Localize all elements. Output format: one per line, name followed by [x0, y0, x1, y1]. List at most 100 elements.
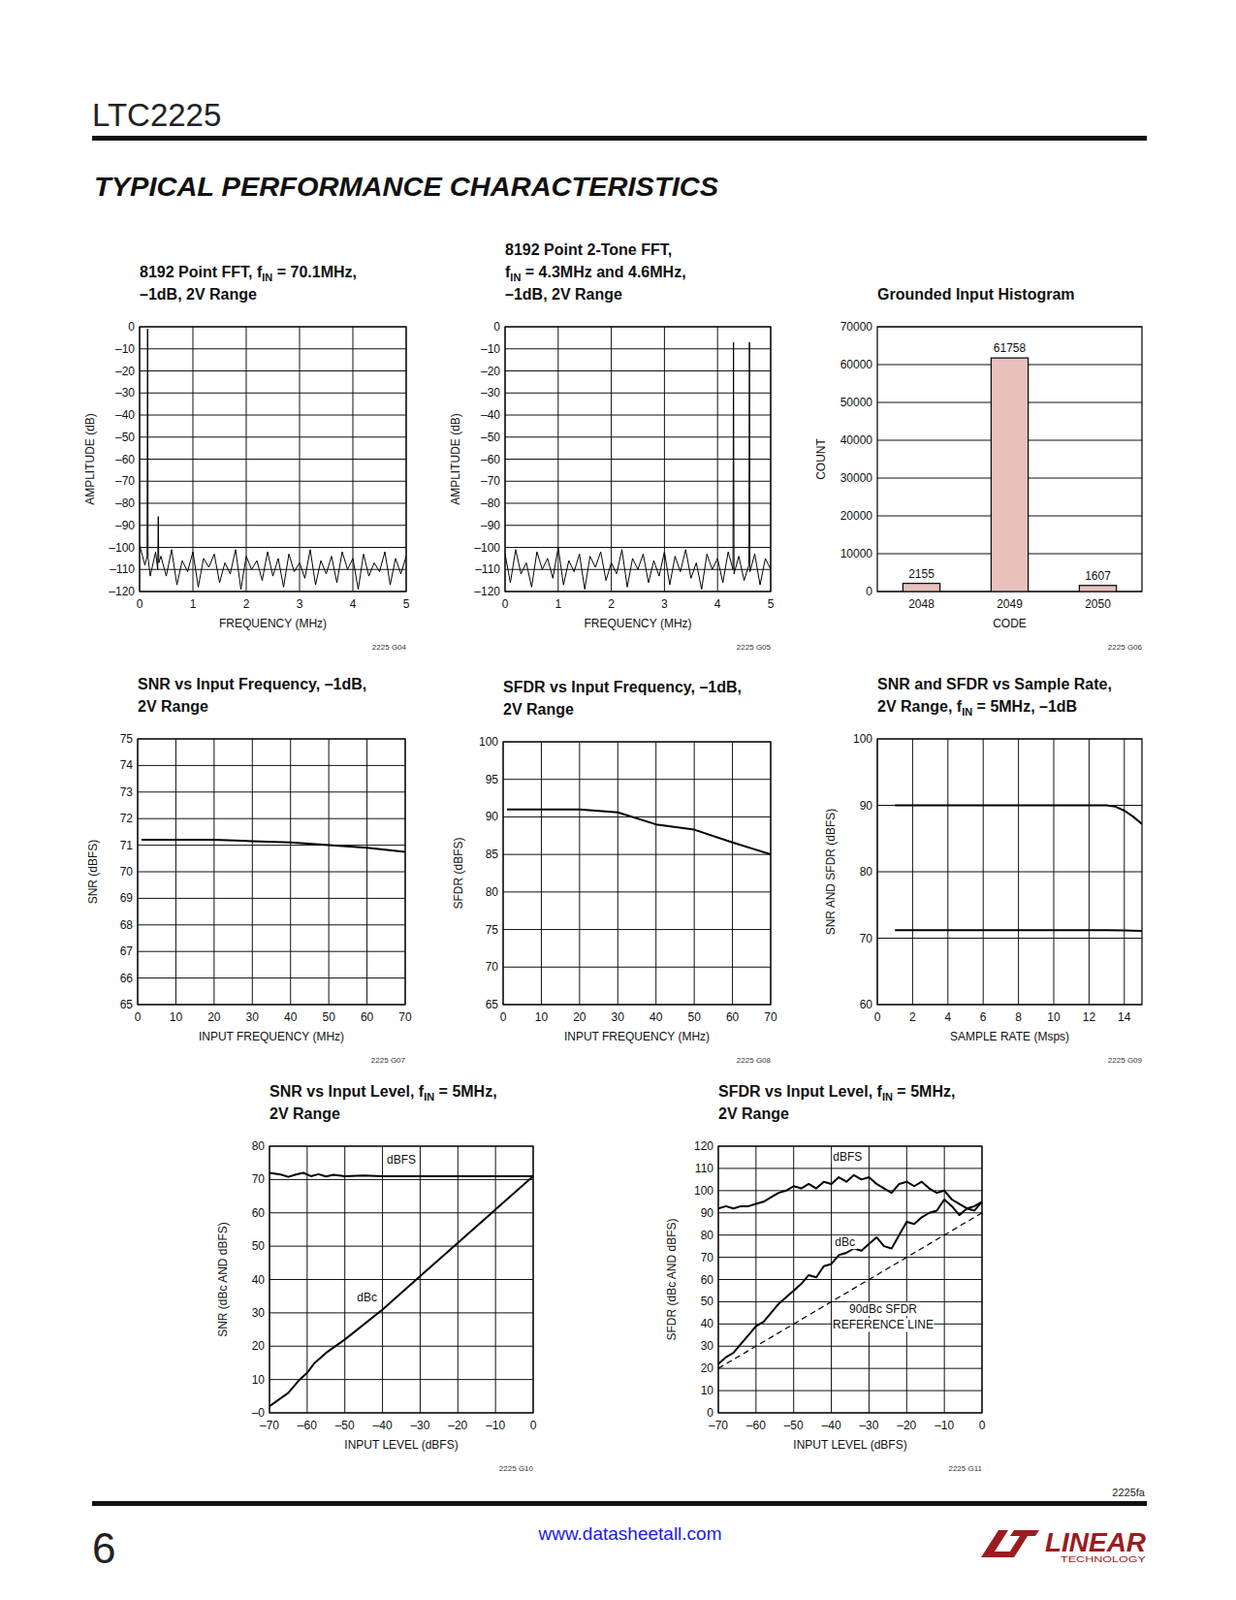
- x-axis-label: FREQUENCY (MHz): [219, 616, 327, 631]
- tick-label: –0: [252, 1405, 266, 1420]
- chart-title: 2V Range, fIN = 5MHz, –1dB: [877, 697, 1078, 718]
- grid-line: [505, 524, 771, 526]
- data-group: [894, 805, 1142, 931]
- y-axis-label: SNR AND SFDR (dBFS): [824, 808, 838, 936]
- annotation: dBc: [834, 1235, 856, 1249]
- grid-line: [505, 348, 771, 349]
- title-part: = 5MHz,: [892, 1082, 955, 1100]
- tick-label: 75: [485, 922, 500, 937]
- tick-label: 40: [700, 1316, 715, 1331]
- grid-line: [505, 480, 771, 482]
- tick-label: 60: [859, 997, 874, 1012]
- grid-line: [718, 1278, 983, 1280]
- tick-label: –20: [480, 364, 501, 379]
- grid-line: [718, 1211, 983, 1213]
- tick-label: –90: [480, 518, 501, 533]
- tick-label: 2: [243, 597, 251, 611]
- tick-label: 20000: [840, 508, 874, 523]
- grid-line: [718, 1345, 983, 1347]
- tick-label: 50: [321, 1010, 336, 1024]
- grid-line: [503, 816, 771, 818]
- tick-label: 0: [136, 597, 144, 611]
- footer-rule: [92, 1500, 1147, 1506]
- tick-label: 40: [649, 1010, 664, 1024]
- data-label: 61758: [993, 341, 1027, 355]
- tick-label: –40: [115, 408, 135, 422]
- tick-label: 71: [120, 838, 134, 853]
- series-line: [141, 839, 406, 852]
- tick-label: –50: [784, 1418, 804, 1432]
- chart-title: 2V Range: [718, 1105, 790, 1122]
- grid-line: [505, 392, 771, 394]
- plot-frame: [718, 1145, 983, 1413]
- chart-title: 2V Range: [137, 697, 209, 715]
- tick-label: 65: [120, 997, 134, 1012]
- tick-label: 30: [611, 1010, 626, 1024]
- annotation: dBc: [356, 1290, 378, 1304]
- series-line: [718, 1212, 983, 1368]
- grid-line: [419, 1145, 421, 1413]
- data-group: [269, 1172, 534, 1407]
- plot-frame: [137, 738, 406, 1005]
- tick-label: 50: [700, 1294, 715, 1308]
- title-part: –1dB, 2V Range: [505, 285, 623, 303]
- tick-label: 20: [252, 1338, 266, 1353]
- tick-label: –40: [480, 408, 501, 422]
- title-part: = 5MHz,: [434, 1082, 497, 1100]
- tick-label: 2048: [908, 597, 935, 611]
- tick-label: 70000: [840, 319, 874, 334]
- chart: SNR vs Input Frequency, –1dB,2V Range656…: [86, 675, 412, 1065]
- grid-line: [289, 738, 291, 1005]
- tick-label: 40: [252, 1272, 266, 1287]
- tick-label: –70: [259, 1418, 280, 1432]
- chart: 8192 Point FFT, fIN = 70.1MHz,–1dB, 2V R…: [83, 263, 411, 652]
- title-part: 8192 Point FFT,: [139, 263, 257, 281]
- tick-label: –60: [115, 452, 135, 467]
- grid-line: [269, 1278, 534, 1280]
- chart: Grounded Input Histogram0100002000030000…: [814, 285, 1143, 652]
- chart-title: 8192 Point 2-Tone FFT,: [505, 241, 672, 258]
- tick-label: 90: [700, 1205, 715, 1220]
- page-number: 6: [92, 1523, 116, 1572]
- title-subscript: IN: [509, 271, 521, 284]
- title-subscript: IN: [261, 271, 273, 284]
- grid-line: [731, 741, 733, 1005]
- grid-line: [1053, 738, 1055, 1005]
- x-axis-label: FREQUENCY (MHz): [583, 616, 692, 631]
- tick-label: –40: [822, 1418, 842, 1432]
- chart: SNR and SFDR vs Sample Rate,2V Range, fI…: [824, 675, 1143, 1065]
- title-part: = 5MHz, –1dB: [972, 697, 1078, 715]
- grid-line: [139, 458, 407, 460]
- tick-label: –30: [410, 1418, 430, 1432]
- bar: [990, 357, 1028, 592]
- tick-label: –70: [708, 1418, 729, 1432]
- tick-label: –20: [115, 364, 135, 379]
- tick-label: 70: [700, 1250, 715, 1265]
- data-label: 2155: [908, 567, 935, 581]
- grid-line: [947, 738, 949, 1005]
- chart-title: SNR vs Input Frequency, –1dB,: [137, 675, 367, 693]
- tick-label: 75: [120, 731, 134, 746]
- x-axis-label: SAMPLE RATE (Msps): [950, 1029, 1070, 1044]
- tick-label: 30000: [840, 471, 874, 485]
- tick-label: 90: [859, 798, 874, 813]
- tick-label: 90: [485, 809, 500, 824]
- title-part: 2V Range,: [877, 697, 957, 715]
- bar: [902, 583, 940, 592]
- tick-label: 14: [1117, 1010, 1132, 1024]
- chart-title: –1dB, 2V Range: [505, 285, 623, 303]
- grid-line: [1088, 738, 1090, 1005]
- tick-label: –10: [934, 1418, 954, 1432]
- grid-line: [505, 458, 771, 460]
- tick-label: –10: [480, 342, 501, 356]
- grid-line: [139, 348, 407, 349]
- y-axis-label: SNR (dBFS): [86, 839, 100, 905]
- tick-label: 10: [169, 1010, 184, 1024]
- tick-label: 0: [134, 1010, 142, 1024]
- tick-label: 10: [1046, 1010, 1061, 1024]
- grid-line: [175, 738, 177, 1005]
- plot-frame: [503, 741, 771, 1005]
- tick-label: 50: [687, 1010, 701, 1024]
- x-axis-label: INPUT FREQUENCY (MHz): [564, 1029, 710, 1044]
- grid-line: [139, 569, 407, 571]
